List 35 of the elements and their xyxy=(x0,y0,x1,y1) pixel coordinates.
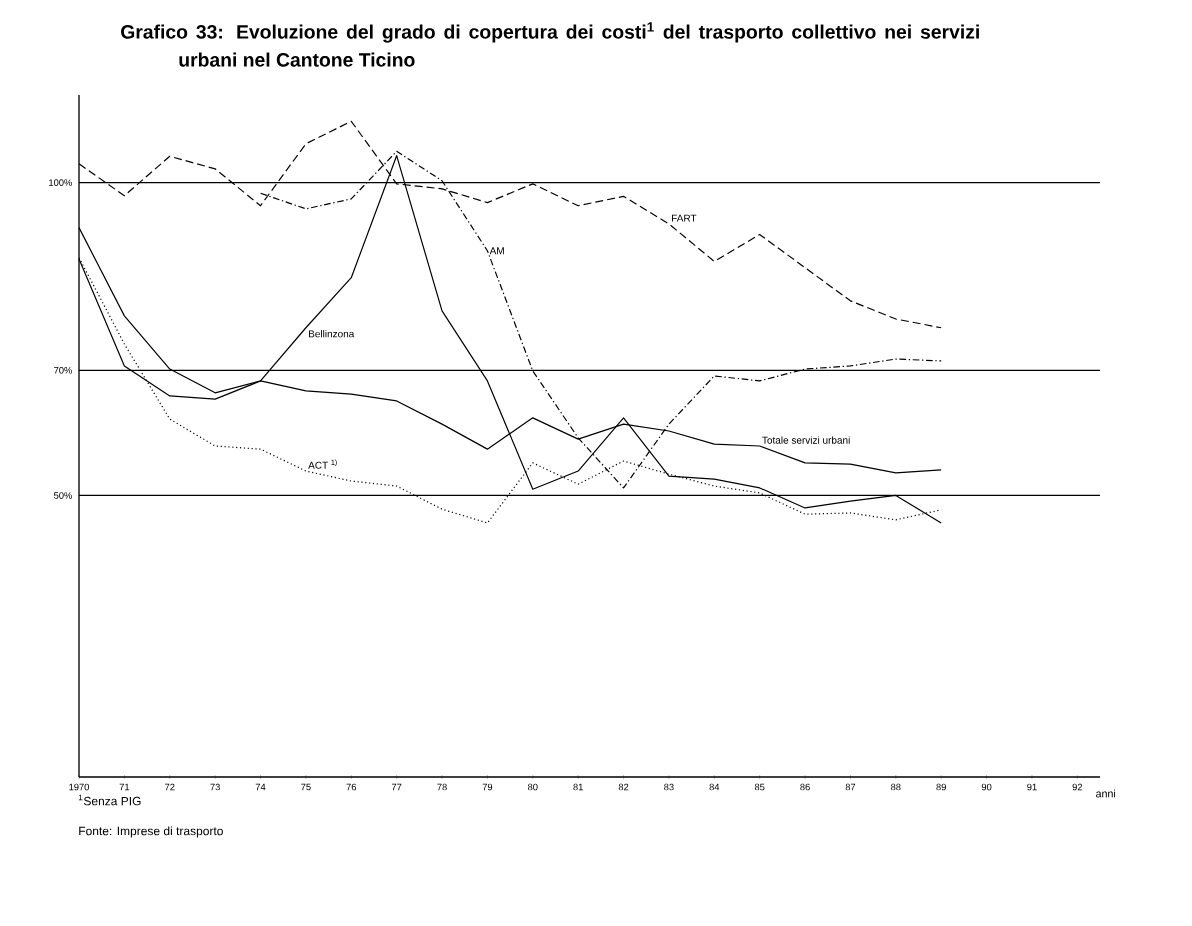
x-tick-label: 84 xyxy=(709,783,720,791)
x-tick-label: 92 xyxy=(1072,783,1083,791)
x-tick-label: 75 xyxy=(301,783,311,791)
x-tick-label: 72 xyxy=(165,783,175,791)
x-tick-label: 89 xyxy=(936,783,946,791)
x-tick-label: 74 xyxy=(255,783,266,791)
series-label: AM xyxy=(489,247,504,255)
chart-title: Grafico 33: Evoluzione del grado di copertura dei costi$^{1}$ del trasporto collettivo nei servizi urbani nel Cantone Ticino xyxy=(121,22,979,67)
x-tick-label: 87 xyxy=(845,783,856,791)
x-tick-label: 76 xyxy=(346,783,357,791)
series-label: FART xyxy=(672,214,697,222)
x-tick-label: 91 xyxy=(1027,783,1037,791)
series-label: Bellinzona xyxy=(308,330,355,338)
x-tick-label: 85 xyxy=(754,783,765,791)
x-tick-label: 90 xyxy=(981,783,992,791)
y-tick-label: 70% xyxy=(54,367,72,374)
text: $^{1}$Senza PIG xyxy=(78,794,141,806)
y-tick-label: 100% xyxy=(49,179,72,186)
x-tick-label: 71 xyxy=(119,783,130,791)
x-tick-label: 82 xyxy=(618,783,629,791)
x-tick-label: 78 xyxy=(437,783,447,791)
source-note: Fonte: Imprese di trasporto xyxy=(79,826,223,838)
x-tick-label: 73 xyxy=(210,783,220,791)
x-tick-label: 83 xyxy=(664,783,674,791)
x-tick-label: 77 xyxy=(391,783,402,791)
y-tick-label: 50% xyxy=(54,492,72,499)
x-tick-label: 79 xyxy=(482,783,493,791)
series-label: Totale servizi urbani xyxy=(762,436,850,444)
x-tick-label: 88 xyxy=(891,783,901,791)
series-label: ACT $^{1)}$ xyxy=(308,459,337,469)
x-tick-label: 1970 xyxy=(69,783,90,791)
x-axis-title: anni xyxy=(1096,789,1116,798)
x-tick-label: 81 xyxy=(573,783,583,791)
x-tick-label: 80 xyxy=(527,783,538,791)
x-tick-label: 86 xyxy=(800,783,810,791)
